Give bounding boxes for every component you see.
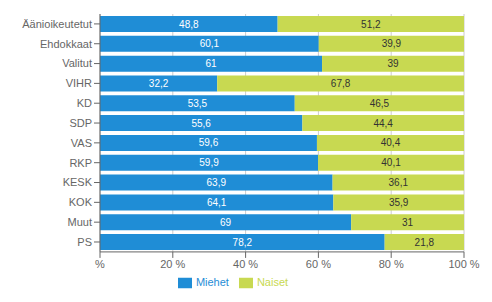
svg-text:35,9: 35,9	[389, 197, 409, 208]
svg-text:20 %: 20 %	[160, 258, 185, 270]
html-text:Miehet: Miehet	[195, 275, 229, 288]
svg-text:64,1: 64,1	[207, 197, 227, 208]
svg-text:Äänioikeutetut: Äänioikeutetut	[22, 18, 92, 30]
svg-text:39: 39	[387, 58, 399, 69]
svg-text:40 %: 40 %	[233, 258, 258, 270]
svg-text:60 %: 60 %	[306, 258, 331, 270]
svg-text:59,6: 59,6	[199, 137, 219, 148]
svg-text:60,1: 60,1	[200, 38, 220, 49]
svg-text:Ehdokkaat: Ehdokkaat	[40, 38, 92, 50]
svg-text:Muut: Muut	[68, 216, 92, 228]
svg-text:31: 31	[402, 217, 414, 228]
svg-text:RKP: RKP	[69, 157, 92, 169]
svg-text:32,2: 32,2	[149, 78, 169, 89]
svg-text:40,1: 40,1	[381, 157, 401, 168]
svg-text:63,9: 63,9	[207, 177, 227, 188]
svg-text:59,9: 59,9	[199, 157, 219, 168]
svg-text:48,8: 48,8	[179, 19, 199, 30]
svg-text:67,8: 67,8	[331, 78, 351, 89]
svg-text:KD: KD	[77, 97, 92, 109]
svg-text:VAS: VAS	[71, 137, 92, 149]
svg-text:36,1: 36,1	[389, 177, 409, 188]
svg-text:46,5: 46,5	[370, 98, 390, 109]
svg-text:61: 61	[205, 58, 217, 69]
svg-text:KOK: KOK	[69, 196, 93, 208]
svg-text:44,4: 44,4	[373, 118, 393, 129]
svg-text:78,2: 78,2	[233, 237, 253, 248]
svg-text:80 %: 80 %	[379, 258, 404, 270]
svg-text:39,9: 39,9	[382, 38, 402, 49]
svg-text:%: %	[95, 258, 105, 270]
svg-text:69: 69	[220, 217, 232, 228]
svg-text:SDP: SDP	[69, 117, 92, 129]
svg-text:40,4: 40,4	[381, 137, 401, 148]
svg-text:55,6: 55,6	[191, 118, 211, 129]
svg-text:100 %: 100 %	[448, 258, 479, 270]
svg-text:53,5: 53,5	[188, 98, 208, 109]
svg-text:Valitut: Valitut	[62, 57, 92, 69]
html-text:Naiset: Naiset	[256, 275, 289, 288]
svg-text:KESK: KESK	[63, 176, 93, 188]
svg-text:51,2: 51,2	[361, 19, 381, 30]
svg-text:21,8: 21,8	[415, 237, 435, 248]
svg-text:PS: PS	[77, 236, 92, 248]
svg-text:VIHR: VIHR	[66, 77, 92, 89]
